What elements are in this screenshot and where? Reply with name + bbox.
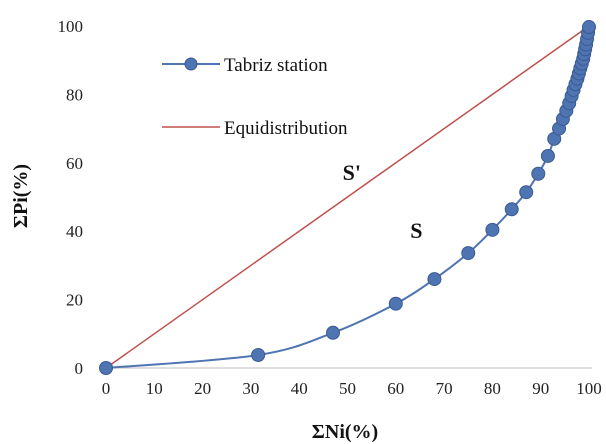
x-tick-label: 90	[532, 379, 549, 398]
x-tick-label: 100	[576, 379, 602, 398]
y-tick-label: 80	[66, 85, 83, 104]
y-axis-title: ΣPi(%)	[10, 164, 32, 228]
x-tick-label: 80	[484, 379, 501, 398]
series-layer	[99, 20, 596, 375]
y-tick-label: 40	[66, 222, 83, 241]
y-tick-label: 100	[58, 17, 84, 36]
x-tick-label: 20	[194, 379, 211, 398]
tabriz-station-point	[461, 246, 476, 261]
x-tick-label: 10	[146, 379, 163, 398]
x-tick-label: 70	[436, 379, 453, 398]
x-tick-label: 50	[339, 379, 356, 398]
y-tick-label: 60	[66, 154, 83, 173]
tabriz-station-point	[99, 361, 113, 375]
tabriz-station-point	[326, 325, 341, 340]
x-tick-label: 0	[102, 379, 111, 398]
legend: Tabriz station Equidistribution	[162, 55, 348, 139]
tabriz-station-point	[251, 348, 266, 363]
tabriz-station-point	[504, 202, 519, 217]
legend-tabriz-marker	[184, 57, 198, 71]
x-tick-label: 60	[387, 379, 404, 398]
tabriz-station-point	[582, 20, 596, 35]
annotation-label: S'	[343, 160, 361, 185]
x-axis-title: ΣNi(%)	[312, 421, 378, 443]
tabriz-station-point	[531, 166, 546, 181]
legend-equidistribution-label: Equidistribution	[224, 118, 348, 139]
y-tick-label: 0	[75, 359, 84, 378]
legend-tabriz-label: Tabriz station	[224, 55, 328, 76]
tabriz-station-point	[519, 185, 534, 200]
tabriz-station-point	[540, 148, 555, 163]
y-tick-labels: 0 20 40 60 80 100	[58, 17, 84, 378]
tabriz-station-point	[485, 222, 500, 237]
tabriz-station-point	[388, 296, 403, 311]
y-tick-label: 20	[66, 291, 83, 310]
x-tick-label: 40	[291, 379, 308, 398]
annotations: S' S	[343, 160, 423, 243]
x-tick-label: 30	[242, 379, 259, 398]
tabriz-station-point	[427, 272, 442, 287]
x-tick-labels: 0 10 20 30 40 50 60 70 80 90 100	[102, 379, 602, 398]
equidistribution-line	[105, 25, 590, 369]
annotation-label: S	[410, 218, 422, 243]
